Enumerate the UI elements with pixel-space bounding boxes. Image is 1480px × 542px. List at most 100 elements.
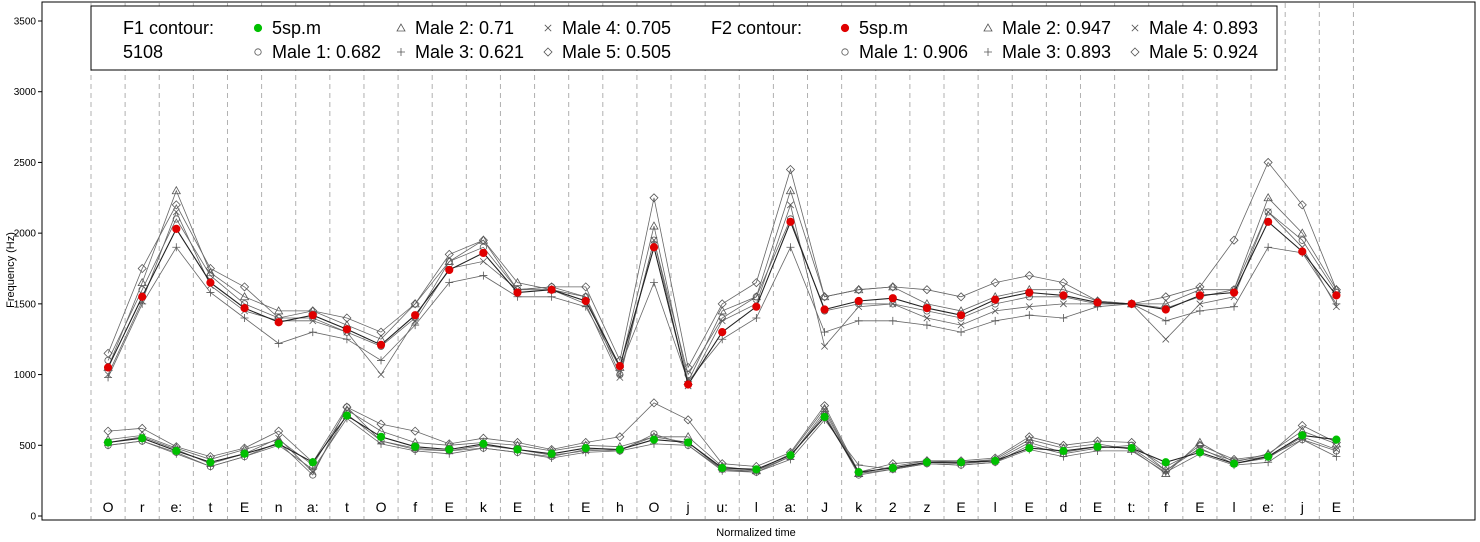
segment-label: t xyxy=(208,499,212,515)
data-point xyxy=(308,458,317,467)
data-point xyxy=(1229,288,1239,297)
data-point xyxy=(547,449,556,458)
data-point xyxy=(172,208,180,216)
data-point xyxy=(581,282,591,292)
segment-label: E xyxy=(1332,499,1341,515)
data-point xyxy=(615,432,625,442)
data-point xyxy=(1195,448,1205,457)
data-point xyxy=(1263,192,1273,202)
data-point xyxy=(889,300,897,308)
segment-label: t xyxy=(345,499,349,515)
data-point xyxy=(649,435,659,444)
data-point xyxy=(820,328,829,337)
data-point xyxy=(1332,303,1340,311)
f2-contours xyxy=(103,157,1342,390)
data-point xyxy=(1263,157,1273,167)
series-male-4 xyxy=(104,201,1340,390)
data-point xyxy=(479,271,488,280)
data-point xyxy=(1025,303,1033,311)
segment-label: r xyxy=(140,499,145,515)
data-point xyxy=(479,248,488,258)
data-point xyxy=(1127,444,1136,453)
data-point xyxy=(376,419,386,429)
data-point xyxy=(396,23,406,32)
data-point xyxy=(239,291,250,301)
segment-label: O xyxy=(376,499,387,515)
data-point xyxy=(513,288,522,297)
data-point xyxy=(752,314,761,322)
data-point xyxy=(854,285,864,295)
segment-label: E xyxy=(1025,499,1034,515)
data-point xyxy=(1059,314,1068,322)
data-point xyxy=(342,325,351,334)
data-point xyxy=(376,327,386,337)
data-point xyxy=(1161,305,1170,314)
data-point xyxy=(240,314,249,322)
data-point xyxy=(274,339,283,348)
legend-entry-label: Male 3: 0.893 xyxy=(1002,42,1111,62)
data-point xyxy=(397,48,405,56)
data-point xyxy=(171,185,181,195)
data-point xyxy=(103,438,113,447)
data-point xyxy=(820,412,829,422)
data-point xyxy=(342,313,352,323)
legend-entry-label: Male 5: 0.924 xyxy=(1149,42,1258,62)
data-point xyxy=(615,445,624,454)
data-point xyxy=(650,236,658,244)
data-point xyxy=(786,451,795,460)
segment-label: O xyxy=(649,499,660,515)
data-point xyxy=(854,296,863,306)
data-point xyxy=(922,321,931,330)
data-point xyxy=(717,299,727,309)
data-point xyxy=(649,243,659,252)
data-point xyxy=(172,224,181,233)
data-point xyxy=(786,201,794,209)
data-point xyxy=(103,363,113,372)
legend-entry-label: Male 5: 0.505 xyxy=(562,42,671,62)
segment-label: l xyxy=(994,499,997,515)
data-point xyxy=(888,316,897,325)
data-point xyxy=(751,291,762,301)
legend-f1-id: 5108 xyxy=(123,42,163,62)
data-point xyxy=(240,304,249,313)
data-point xyxy=(137,277,147,287)
data-point xyxy=(888,463,897,473)
series-line xyxy=(107,220,1337,386)
y-tick-label: 2000 xyxy=(14,229,37,240)
data-point xyxy=(990,278,1000,288)
data-point xyxy=(1025,444,1034,453)
data-point xyxy=(957,321,965,329)
segment-label: e: xyxy=(1262,499,1274,515)
data-point xyxy=(544,24,552,32)
data-point xyxy=(1093,442,1102,451)
series-line xyxy=(107,203,1337,388)
data-point xyxy=(274,426,284,436)
data-point xyxy=(445,445,454,454)
legend-entry-label: Male 1: 0.906 xyxy=(859,42,968,62)
data-point xyxy=(410,299,420,308)
data-point xyxy=(274,318,283,327)
data-point xyxy=(1332,446,1340,454)
segment-label: n xyxy=(275,499,283,515)
data-point xyxy=(888,282,898,291)
data-point xyxy=(820,292,830,302)
legend-entries: 5sp.m Male 1: 0.682 Male 2: 0.71 Male 3: 0.… xyxy=(253,18,1258,62)
data-point xyxy=(957,328,966,337)
segment-label: j xyxy=(1300,499,1304,515)
data-point xyxy=(1196,300,1204,308)
data-point xyxy=(718,463,727,473)
data-point xyxy=(1161,466,1171,476)
data-point xyxy=(752,302,761,311)
y-tick-label: 2500 xyxy=(14,158,37,169)
segment-label: E xyxy=(1195,499,1204,515)
segment-label: E xyxy=(581,499,590,515)
data-point xyxy=(922,458,932,467)
segment-label: f xyxy=(1164,499,1168,515)
legend-f1-title: F1 contour: xyxy=(123,18,214,38)
data-point xyxy=(377,356,386,365)
legend: F1 contour: 5108 F2 contour: 5sp.m Male 1… xyxy=(90,5,1278,71)
data-point xyxy=(786,217,795,226)
segment-label: l xyxy=(755,499,758,515)
data-point xyxy=(206,278,215,287)
